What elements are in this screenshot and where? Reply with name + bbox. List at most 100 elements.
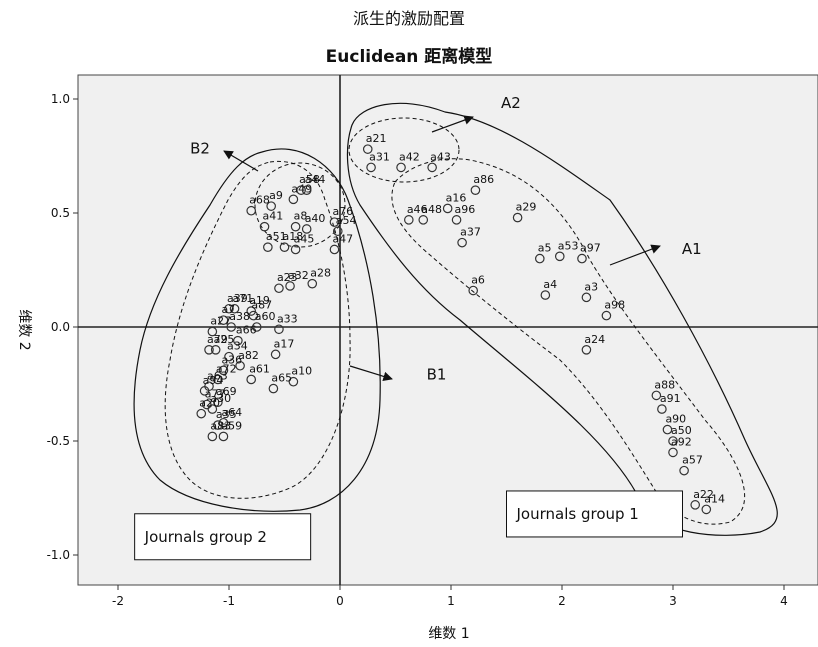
- data-point: [213, 374, 223, 385]
- data-point: [657, 404, 667, 414]
- point-label: a31: [369, 150, 390, 163]
- x-tick-label: 2: [558, 594, 566, 608]
- point-label: a92: [671, 435, 692, 448]
- data-point: [288, 194, 299, 205]
- data-point: [290, 221, 301, 232]
- data-point: [224, 351, 234, 362]
- data-point: [199, 386, 210, 396]
- point-label: a16: [446, 191, 467, 204]
- data-point: [468, 285, 478, 296]
- y-tick-label: -0.5: [47, 434, 70, 448]
- point-label: a76: [332, 205, 353, 218]
- data-point: [554, 251, 565, 262]
- point-label: a14: [704, 492, 725, 505]
- data-point: [301, 185, 312, 195]
- point-label: a25: [214, 333, 235, 346]
- data-point: [259, 221, 270, 232]
- group-box-label: Journals group 2: [144, 528, 267, 546]
- point-label: a51: [266, 230, 287, 243]
- data-point: [246, 205, 256, 216]
- arrow-a1: [609, 244, 661, 266]
- data-point: [226, 322, 237, 332]
- data-point: [512, 212, 523, 223]
- data-point: [662, 424, 673, 435]
- point-label: a4: [543, 278, 557, 291]
- point-label: a58: [299, 173, 320, 186]
- point-label: a35: [216, 408, 237, 421]
- point-label: a32: [288, 269, 309, 282]
- arrow-b2: [223, 150, 259, 172]
- data-point: [442, 203, 453, 214]
- data-point: [427, 162, 437, 173]
- y-axis-label: 维数 2: [16, 309, 32, 350]
- point-label: a63: [207, 369, 228, 382]
- data-point: [248, 310, 259, 321]
- point-label: a30: [210, 392, 231, 405]
- point-label: a72: [216, 362, 237, 375]
- data-point: [213, 397, 223, 408]
- data-point: [581, 292, 592, 303]
- data-point: [279, 242, 290, 252]
- data-point: [404, 215, 414, 225]
- point-label: a90: [665, 413, 686, 426]
- point-label: a22: [693, 488, 714, 501]
- data-point: [246, 374, 256, 385]
- data-point: [668, 436, 678, 446]
- data-point: [577, 253, 587, 264]
- ticks-layer: -2 -1 0 1 2 3 4 -1.0 -0.5 0.0 0.5 1.0: [47, 92, 788, 608]
- data-point: [207, 404, 218, 414]
- x-tick-label: -2: [112, 594, 124, 608]
- cluster-b-outer: [133, 148, 381, 512]
- data-point: [196, 408, 207, 419]
- data-point: [263, 242, 273, 252]
- point-label: a57: [682, 454, 703, 467]
- data-point: [218, 431, 229, 442]
- data-point: [207, 431, 218, 442]
- data-point: [218, 315, 229, 325]
- y-tick-label: 1.0: [51, 92, 70, 106]
- point-label: a37: [460, 226, 481, 239]
- point-label: a47: [332, 232, 353, 245]
- data-point: [307, 278, 318, 289]
- data-point: [457, 237, 467, 248]
- cluster-b-inner: [164, 160, 351, 499]
- point-label: a88: [654, 378, 675, 391]
- point-label: a20: [199, 397, 220, 410]
- point-label: a97: [580, 242, 601, 255]
- point-label: a5: [538, 242, 552, 255]
- cluster-annotation: B2: [190, 140, 210, 158]
- data-point: [668, 447, 678, 458]
- data-point: [204, 344, 214, 355]
- x-tick-label: -1: [223, 594, 235, 608]
- point-label: a39: [227, 292, 248, 305]
- point-label: a82: [238, 349, 259, 362]
- cluster-a-outer: [346, 102, 778, 536]
- data-point: [470, 185, 481, 195]
- data-point: [288, 376, 299, 387]
- x-tick-label: 1: [447, 594, 455, 608]
- point-label: a53: [558, 239, 579, 252]
- point-label: a8: [294, 210, 308, 223]
- point-label: a3: [584, 280, 598, 293]
- data-point: [268, 383, 279, 394]
- data-point: [329, 217, 340, 227]
- point-label: a18: [283, 230, 304, 243]
- data-point: [224, 303, 234, 314]
- point-label: a45: [294, 232, 315, 245]
- point-label: a23: [277, 271, 298, 284]
- data-point: [679, 465, 689, 476]
- chart-subtitle: Euclidean 距离模型: [326, 46, 493, 67]
- point-label: a66: [236, 324, 257, 337]
- point-label: a61: [249, 362, 270, 375]
- cluster-a2: [348, 117, 460, 183]
- data-point: [266, 201, 276, 211]
- x-axis-label: 维数 1: [428, 626, 469, 642]
- data-point: [274, 324, 284, 335]
- point-label: a98: [604, 299, 625, 312]
- point-label: a96: [455, 203, 476, 216]
- point-label: a60: [255, 310, 276, 323]
- y-tick-label: 0.5: [51, 206, 70, 220]
- point-label: a40: [305, 212, 326, 225]
